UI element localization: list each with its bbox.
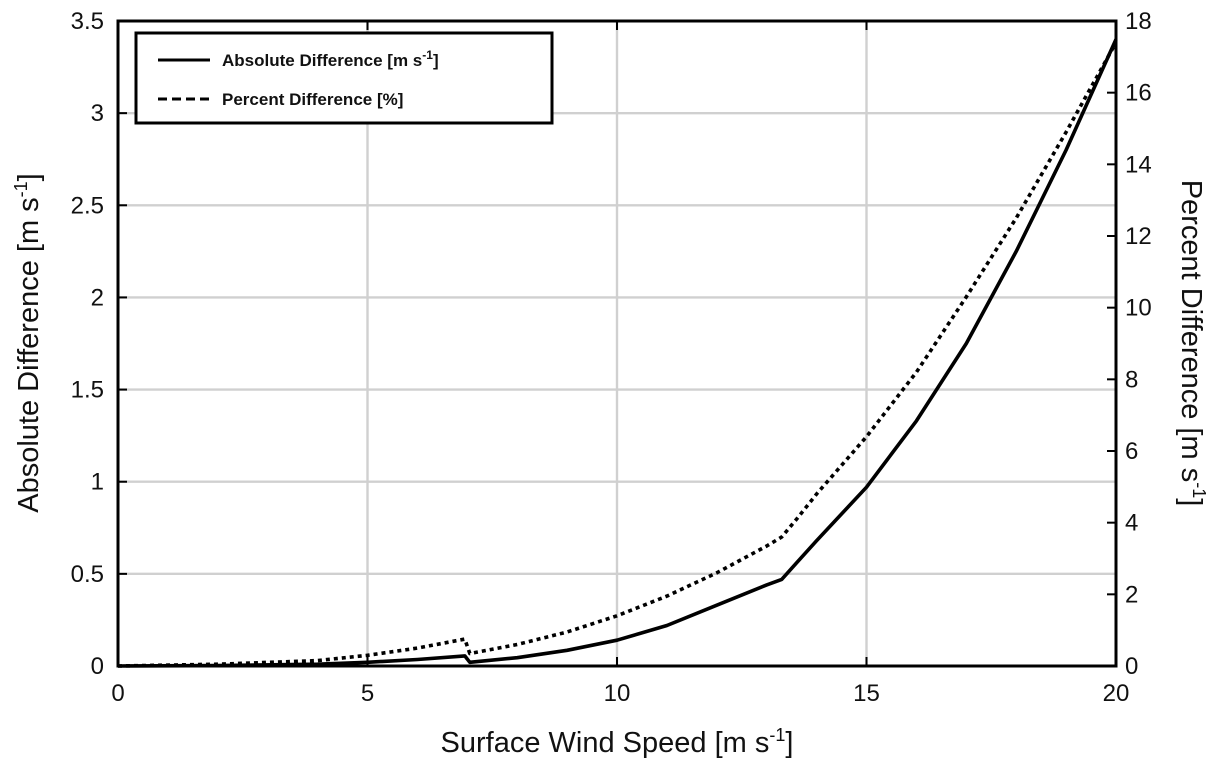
legend-box: [134, 31, 554, 125]
y2-tick-label: 0: [1125, 653, 1138, 680]
y-tick-label: 0.5: [71, 561, 104, 588]
x-tick-label: 0: [111, 680, 124, 707]
series-lines: [117, 38, 1118, 668]
y-tick-label: 3.5: [71, 8, 104, 35]
absolute-difference-line: [117, 38, 1118, 668]
y-tick-label: 1.5: [71, 377, 104, 404]
y-tick-label: 2.5: [71, 192, 104, 219]
y2-tick-label: 4: [1125, 510, 1138, 537]
y-tick-label: 2: [91, 284, 104, 311]
legend-absolute-label: Absolute Difference [m s-1]: [222, 48, 439, 70]
y2-tick-label: 18: [1125, 8, 1152, 35]
legend: Absolute Difference [m s-1] Percent Diff…: [134, 31, 554, 125]
x-tick-label: 15: [853, 680, 880, 707]
y2-tick-label: 6: [1125, 438, 1138, 465]
y2-tick-label: 14: [1125, 151, 1152, 178]
y2-tick-label: 16: [1125, 80, 1152, 107]
y-tick-label: 1: [91, 469, 104, 496]
y2-tick-label: 8: [1125, 366, 1138, 393]
plot-frame: [116, 19, 1118, 668]
y2-tick-label: 2: [1125, 581, 1138, 608]
x-tick-label: 20: [1103, 680, 1130, 707]
x-tick-label: 10: [604, 680, 631, 707]
percent-difference-line: [117, 41, 1118, 668]
x-tick-label: 5: [361, 680, 374, 707]
y2-axis-title: Percent Difference [m s-1]: [1175, 180, 1209, 507]
y2-tick-label: 10: [1125, 295, 1152, 322]
grid: [118, 21, 1116, 666]
y-tick-label: 0: [91, 653, 104, 680]
x-axis-title: Surface Wind Speed [m s-1]: [441, 725, 794, 759]
y-axis-title: Absolute Difference [m s-1]: [11, 173, 45, 512]
y2-tick-label: 12: [1125, 223, 1152, 250]
legend-percent-label: Percent Difference [%]: [222, 90, 403, 109]
y-tick-label: 3: [91, 100, 104, 127]
